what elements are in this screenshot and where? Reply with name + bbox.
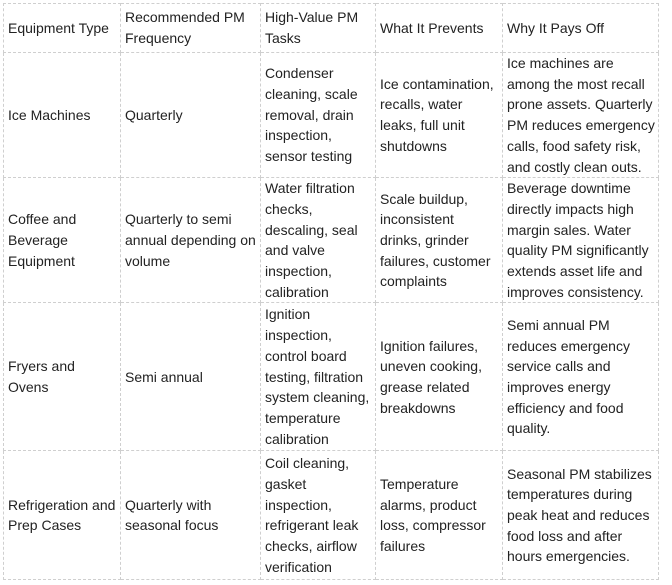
table-cell: Water filtration checks, descaling, seal…	[260, 177, 376, 304]
table-cell: Scale buildup, inconsistent drinks, grin…	[375, 177, 503, 304]
table-cell: Quarterly	[120, 51, 261, 179]
table-cell: Ignition inspection, control board testi…	[260, 302, 376, 452]
header-cell: What It Prevents	[375, 3, 503, 53]
table-cell: Ice contamination, recalls, water leaks,…	[375, 51, 503, 179]
table-cell: Semi annual PM reduces emergency service…	[502, 302, 659, 452]
table-cell: Temperature alarms, product loss, compre…	[375, 450, 503, 581]
header-cell: High-Value PM Tasks	[260, 3, 376, 53]
table-row: Fryers and Ovens Semi annual Ignition insp…	[3, 302, 659, 452]
table-cell: Seasonal PM stabilizes temperatures duri…	[502, 450, 659, 581]
table-row: Coffee and Beverage Equipment Quarterly t…	[3, 177, 659, 304]
table-body: Equipment Type Recommended PM Frequency Hi…	[3, 3, 659, 581]
table-cell: Refrigeration and Prep Cases	[3, 450, 121, 581]
table-cell: Coil cleaning, gasket inspection, refrig…	[260, 450, 376, 581]
table-cell: Fryers and Ovens	[3, 302, 121, 452]
table-cell: Condenser cleaning, scale removal, drain…	[260, 51, 376, 179]
table-row: Refrigeration and Prep Cases Quarterly wi…	[3, 450, 659, 581]
pm-table: Equipment Type Recommended PM Frequency Hi…	[3, 3, 659, 581]
header-cell: Recommended PM Frequency	[120, 3, 261, 53]
table-cell: Coffee and Beverage Equipment	[3, 177, 121, 304]
table-cell: Quarterly to semi annual depending on vo…	[120, 177, 261, 304]
table-cell: Ignition failures, uneven cooking, greas…	[375, 302, 503, 452]
table-cell: Beverage downtime directly impacts high …	[502, 177, 659, 304]
header-cell: Equipment Type	[3, 3, 121, 53]
table-cell: Ice Machines	[3, 51, 121, 179]
table-row: Ice Machines Quarterly Condenser cleaning,…	[3, 51, 659, 179]
table-cell: Quarterly with seasonal focus	[120, 450, 261, 581]
header-cell: Why It Pays Off	[502, 3, 659, 53]
table-cell: Semi annual	[120, 302, 261, 452]
header-row: Equipment Type Recommended PM Frequency Hi…	[3, 3, 659, 53]
table-cell: Ice machines are among the most recall p…	[502, 51, 659, 179]
